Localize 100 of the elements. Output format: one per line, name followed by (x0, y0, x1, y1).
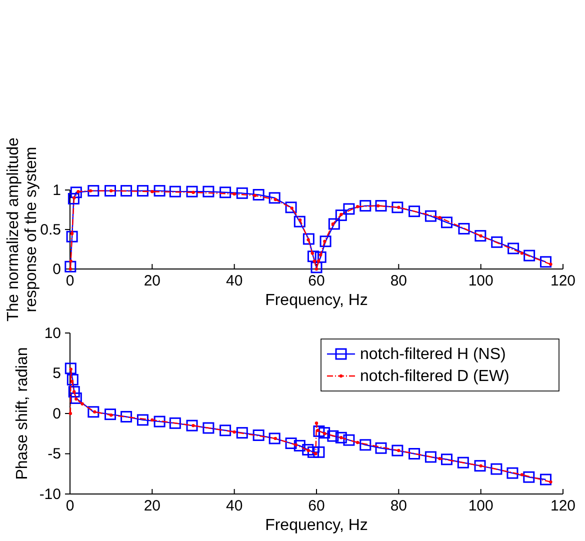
point (343, 203, 355, 215)
point (408, 206, 420, 218)
point (458, 222, 470, 234)
point (169, 417, 181, 429)
point (314, 251, 326, 263)
point (68, 386, 80, 398)
point (120, 185, 132, 197)
point (490, 463, 502, 475)
point (232, 430, 236, 434)
point (268, 432, 280, 444)
point (68, 412, 72, 416)
point (202, 422, 214, 434)
point (523, 471, 535, 483)
point (508, 242, 520, 254)
point (343, 434, 355, 446)
point (360, 439, 372, 451)
point (440, 216, 452, 228)
point (356, 440, 360, 444)
point (392, 444, 404, 456)
point (302, 233, 314, 245)
point (318, 427, 330, 439)
point (392, 202, 404, 214)
x-axis-title: Frequency, Hz (265, 292, 368, 309)
point (236, 427, 248, 439)
y-tick-label: 0 (52, 405, 61, 422)
point (80, 402, 84, 406)
legend-label: notch-filtered H (NS) (360, 346, 506, 363)
point (154, 416, 166, 428)
y-axis-title: Phase shift, radian (14, 347, 31, 480)
y-tick-label: 5 (52, 365, 61, 382)
point (506, 467, 518, 479)
x-tick-label: 40 (226, 272, 243, 290)
point (335, 432, 347, 444)
x-tick-label: 0 (66, 272, 74, 290)
point (104, 408, 116, 420)
y-tick-label: -10 (39, 486, 61, 503)
point (457, 456, 469, 468)
y-tick-label: 1 (52, 182, 61, 199)
point (540, 256, 552, 268)
x-tick-label: 80 (390, 498, 408, 515)
x-tick-label: 0 (66, 498, 74, 515)
point (438, 456, 442, 460)
point (150, 418, 154, 422)
point (120, 410, 132, 422)
point (424, 210, 436, 222)
point (186, 420, 198, 432)
y-tick-label: 0 (52, 260, 61, 278)
x-tick-label: 100 (468, 498, 494, 515)
y-tick-label: 10 (44, 324, 61, 342)
y-tick-label: 0.5 (40, 221, 61, 238)
point (88, 185, 100, 197)
point (169, 186, 181, 198)
point (154, 185, 166, 197)
point (491, 236, 503, 248)
point (294, 440, 306, 452)
point (294, 443, 298, 446)
x-axis-title: Frequency, Hz (265, 517, 368, 534)
point (64, 362, 76, 374)
y-axis-title: The normalized amplitude response of the system (5, 137, 40, 322)
point (549, 480, 552, 484)
point (252, 188, 264, 200)
point (236, 187, 248, 199)
point (220, 186, 232, 198)
point (104, 185, 116, 197)
point (356, 204, 360, 208)
point (327, 430, 339, 442)
point (186, 186, 198, 198)
point (316, 260, 320, 263)
point (474, 460, 486, 472)
point (438, 216, 442, 220)
point (328, 218, 340, 230)
point (253, 194, 256, 198)
point (520, 473, 524, 476)
point (307, 250, 319, 262)
point (312, 260, 316, 263)
point (540, 474, 552, 486)
point (313, 425, 325, 437)
point (307, 446, 319, 458)
point (424, 451, 436, 463)
point (69, 260, 72, 263)
point (202, 186, 214, 198)
point (313, 446, 325, 458)
x-tick-label: 80 (390, 272, 408, 290)
point (320, 236, 332, 248)
point (220, 424, 232, 436)
point (524, 250, 536, 262)
point (70, 186, 82, 198)
x-tick-label: 120 (550, 272, 576, 290)
point (88, 406, 100, 418)
x-tick-label: 40 (226, 498, 243, 515)
x-tick-label: 20 (144, 272, 161, 290)
point (314, 452, 318, 456)
point (68, 192, 80, 204)
point (136, 185, 148, 197)
point (310, 262, 322, 274)
point (76, 190, 80, 194)
point (319, 253, 322, 256)
x-tick-label: 100 (468, 272, 494, 290)
point (375, 200, 387, 212)
x-tick-label: 60 (308, 272, 325, 290)
